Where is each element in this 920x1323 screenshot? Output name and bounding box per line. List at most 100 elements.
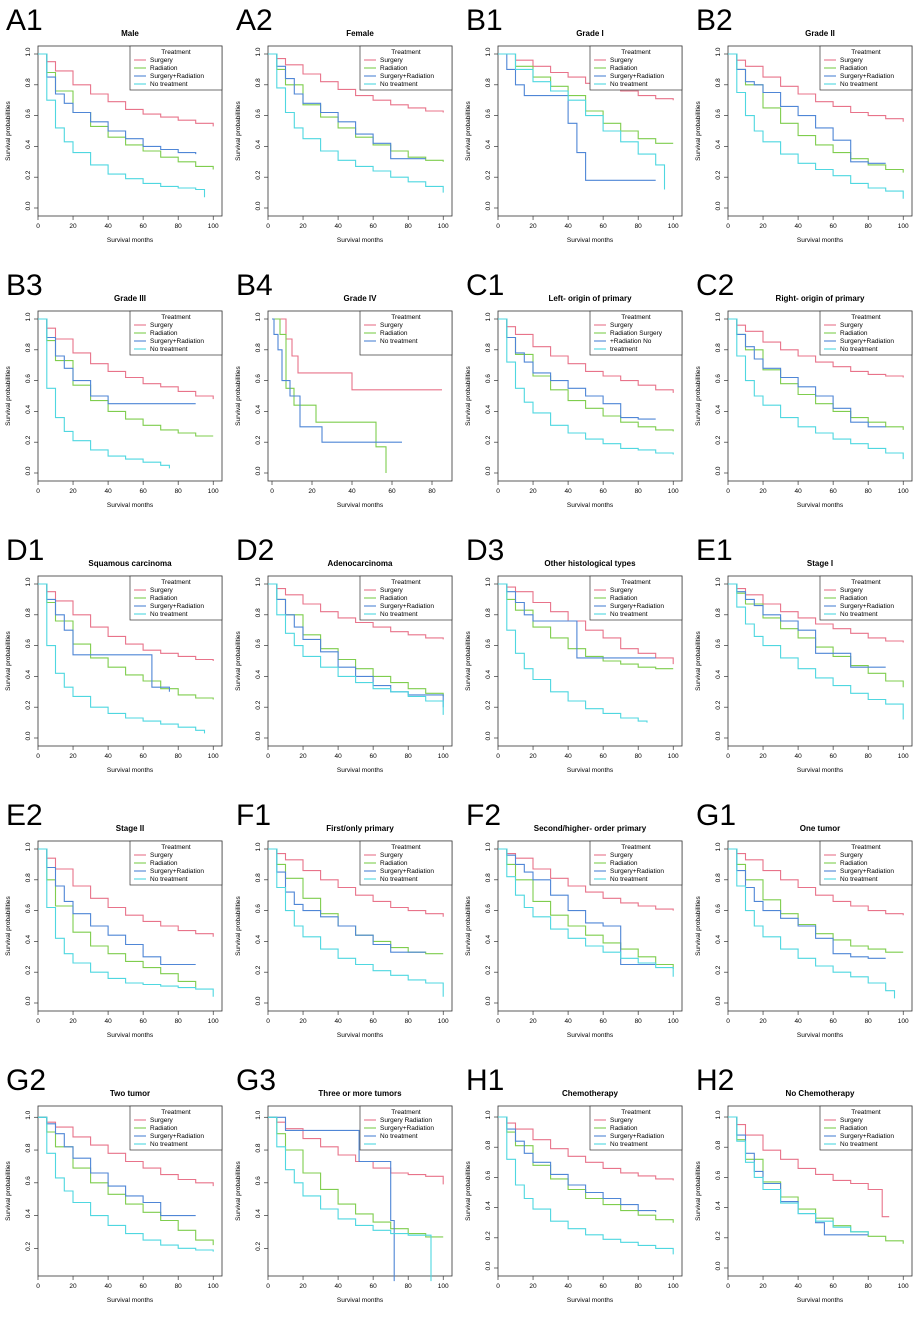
y-tick-label: 0.8 [485,873,492,882]
x-tick-label: 20 [69,753,77,760]
x-tick-label: 100 [208,223,219,230]
series-line-surgery [272,318,442,391]
legend-entry: Surgery [840,1117,864,1124]
y-tick-label: 0.2 [715,435,722,444]
y-axis-label: Survival probabilities [465,1160,472,1220]
legend-entry: Radiation [840,65,868,72]
legend-entry: treatment [610,346,638,353]
x-tick-label: 0 [36,1018,40,1025]
legend-entry: Surgery [150,852,174,859]
series-line-no-treatment [728,583,904,720]
y-tick-label: 0.6 [255,1176,262,1185]
legend-entry: Surgery+Radiation [150,1133,204,1140]
x-tick-label: 100 [208,488,219,495]
chart-panel-e2: E2 Stage II 0.0 0.2 0.4 0.6 0.8 1.0 Survival pro… [5,799,223,1039]
x-tick-label: 100 [668,1283,679,1290]
y-tick-label: 0.6 [715,374,722,383]
x-axis-label: Survival months [337,237,384,244]
y-tick-label: 0.0 [715,996,722,1005]
legend-entry: Radiation [150,1125,178,1132]
legend-entry: Surgery+Radiation [380,603,434,610]
y-tick-label: 0.8 [715,343,722,352]
legend-entry: Surgery [380,322,404,329]
series-line-surgery [38,53,214,127]
y-tick-label: 0.8 [485,78,492,87]
y-tick-label: 1.0 [485,312,492,321]
y-tick-label: 0.2 [485,965,492,974]
x-tick-label: 40 [564,1018,572,1025]
y-tick-label: 1.0 [485,842,492,851]
y-tick-label: 0.0 [485,996,492,1005]
x-tick-label: 80 [635,1283,643,1290]
x-axis-label: Survival months [337,502,384,509]
y-tick-label: 0.6 [485,374,492,383]
y-axis-label: Survival probabilities [235,1160,242,1220]
legend-entry: No treatment [150,876,188,883]
x-axis-label: Survival months [107,1297,154,1304]
x-axis-label: Survival months [567,502,614,509]
x-tick-label: 100 [438,1283,449,1290]
chart-panel-g3: G3 Three or more tumors 0.2 0.4 0.6 0.8 1.0 Sur… [235,1064,453,1304]
y-tick-label: 1.0 [485,1110,492,1119]
legend-entry: Radiation [610,595,638,602]
y-axis-label: Survival probabilities [5,895,12,955]
series-line-no-treatment [498,848,674,977]
legend-entry: Surgery [150,1117,174,1124]
y-tick-label: 0.6 [25,109,32,118]
x-axis-label: Survival months [797,1297,844,1304]
legend-entry: Surgery+Radiation [840,73,894,80]
y-tick-label: 0.4 [715,405,722,414]
y-tick-label: 0.0 [255,996,262,1005]
x-tick-label: 80 [865,1283,873,1290]
y-tick-label: 0.0 [25,466,32,475]
x-axis-label: Survival months [797,502,844,509]
legend-title: Treatment [621,579,651,586]
x-axis-label: Survival months [567,1032,614,1039]
y-tick-label: 1.0 [715,577,722,586]
series-line-no-treatment [728,848,896,999]
x-tick-label: 20 [759,1283,767,1290]
x-tick-label: 100 [668,488,679,495]
x-tick-label: 0 [496,223,500,230]
legend-entry: Surgery+Radiation [380,868,434,875]
y-tick-label: 0.4 [485,935,492,944]
y-tick-label: 0.4 [25,405,32,414]
y-axis-label: Survival probabilities [235,895,242,955]
legend-entry: Surgery+Radiation [610,1133,664,1140]
x-tick-label: 80 [175,1018,183,1025]
y-tick-label: 0.4 [25,670,32,679]
y-tick-label: 0.2 [485,435,492,444]
y-tick-label: 0.4 [715,1201,722,1210]
x-tick-label: 20 [308,488,316,495]
x-tick-label: 20 [299,1018,307,1025]
x-tick-label: 60 [830,488,838,495]
chart-title: Stage II [116,824,144,833]
legend-entry: No treatment [610,81,648,88]
y-tick-label: 0.6 [485,904,492,913]
legend-title: Treatment [391,844,421,851]
legend-entry: No treatment [150,346,188,353]
y-tick-label: 0.4 [255,405,262,414]
x-tick-label: 20 [299,1283,307,1290]
series-line-surgery [498,1116,674,1181]
legend-title: Treatment [851,1109,881,1116]
legend-title: Treatment [391,49,421,56]
series-line-surgery [268,583,444,640]
chart-title: Adenocarcinoma [328,559,393,568]
x-tick-label: 60 [600,488,608,495]
y-axis-label: Survival probabilities [5,1160,12,1220]
x-axis-label: Survival months [797,237,844,244]
x-axis-label: Survival months [107,767,154,774]
x-tick-label: 80 [635,753,643,760]
x-tick-label: 0 [496,1283,500,1290]
x-axis-label: Survival months [567,237,614,244]
y-tick-label: 1.0 [485,47,492,56]
legend-entry: No treatment [380,81,418,88]
y-tick-label: 0.2 [485,170,492,179]
legend-title: Treatment [851,314,881,321]
x-tick-label: 80 [175,223,183,230]
series-line-surgery-radiation [498,318,656,420]
y-tick-label: 0.0 [25,201,32,210]
x-tick-label: 0 [36,753,40,760]
